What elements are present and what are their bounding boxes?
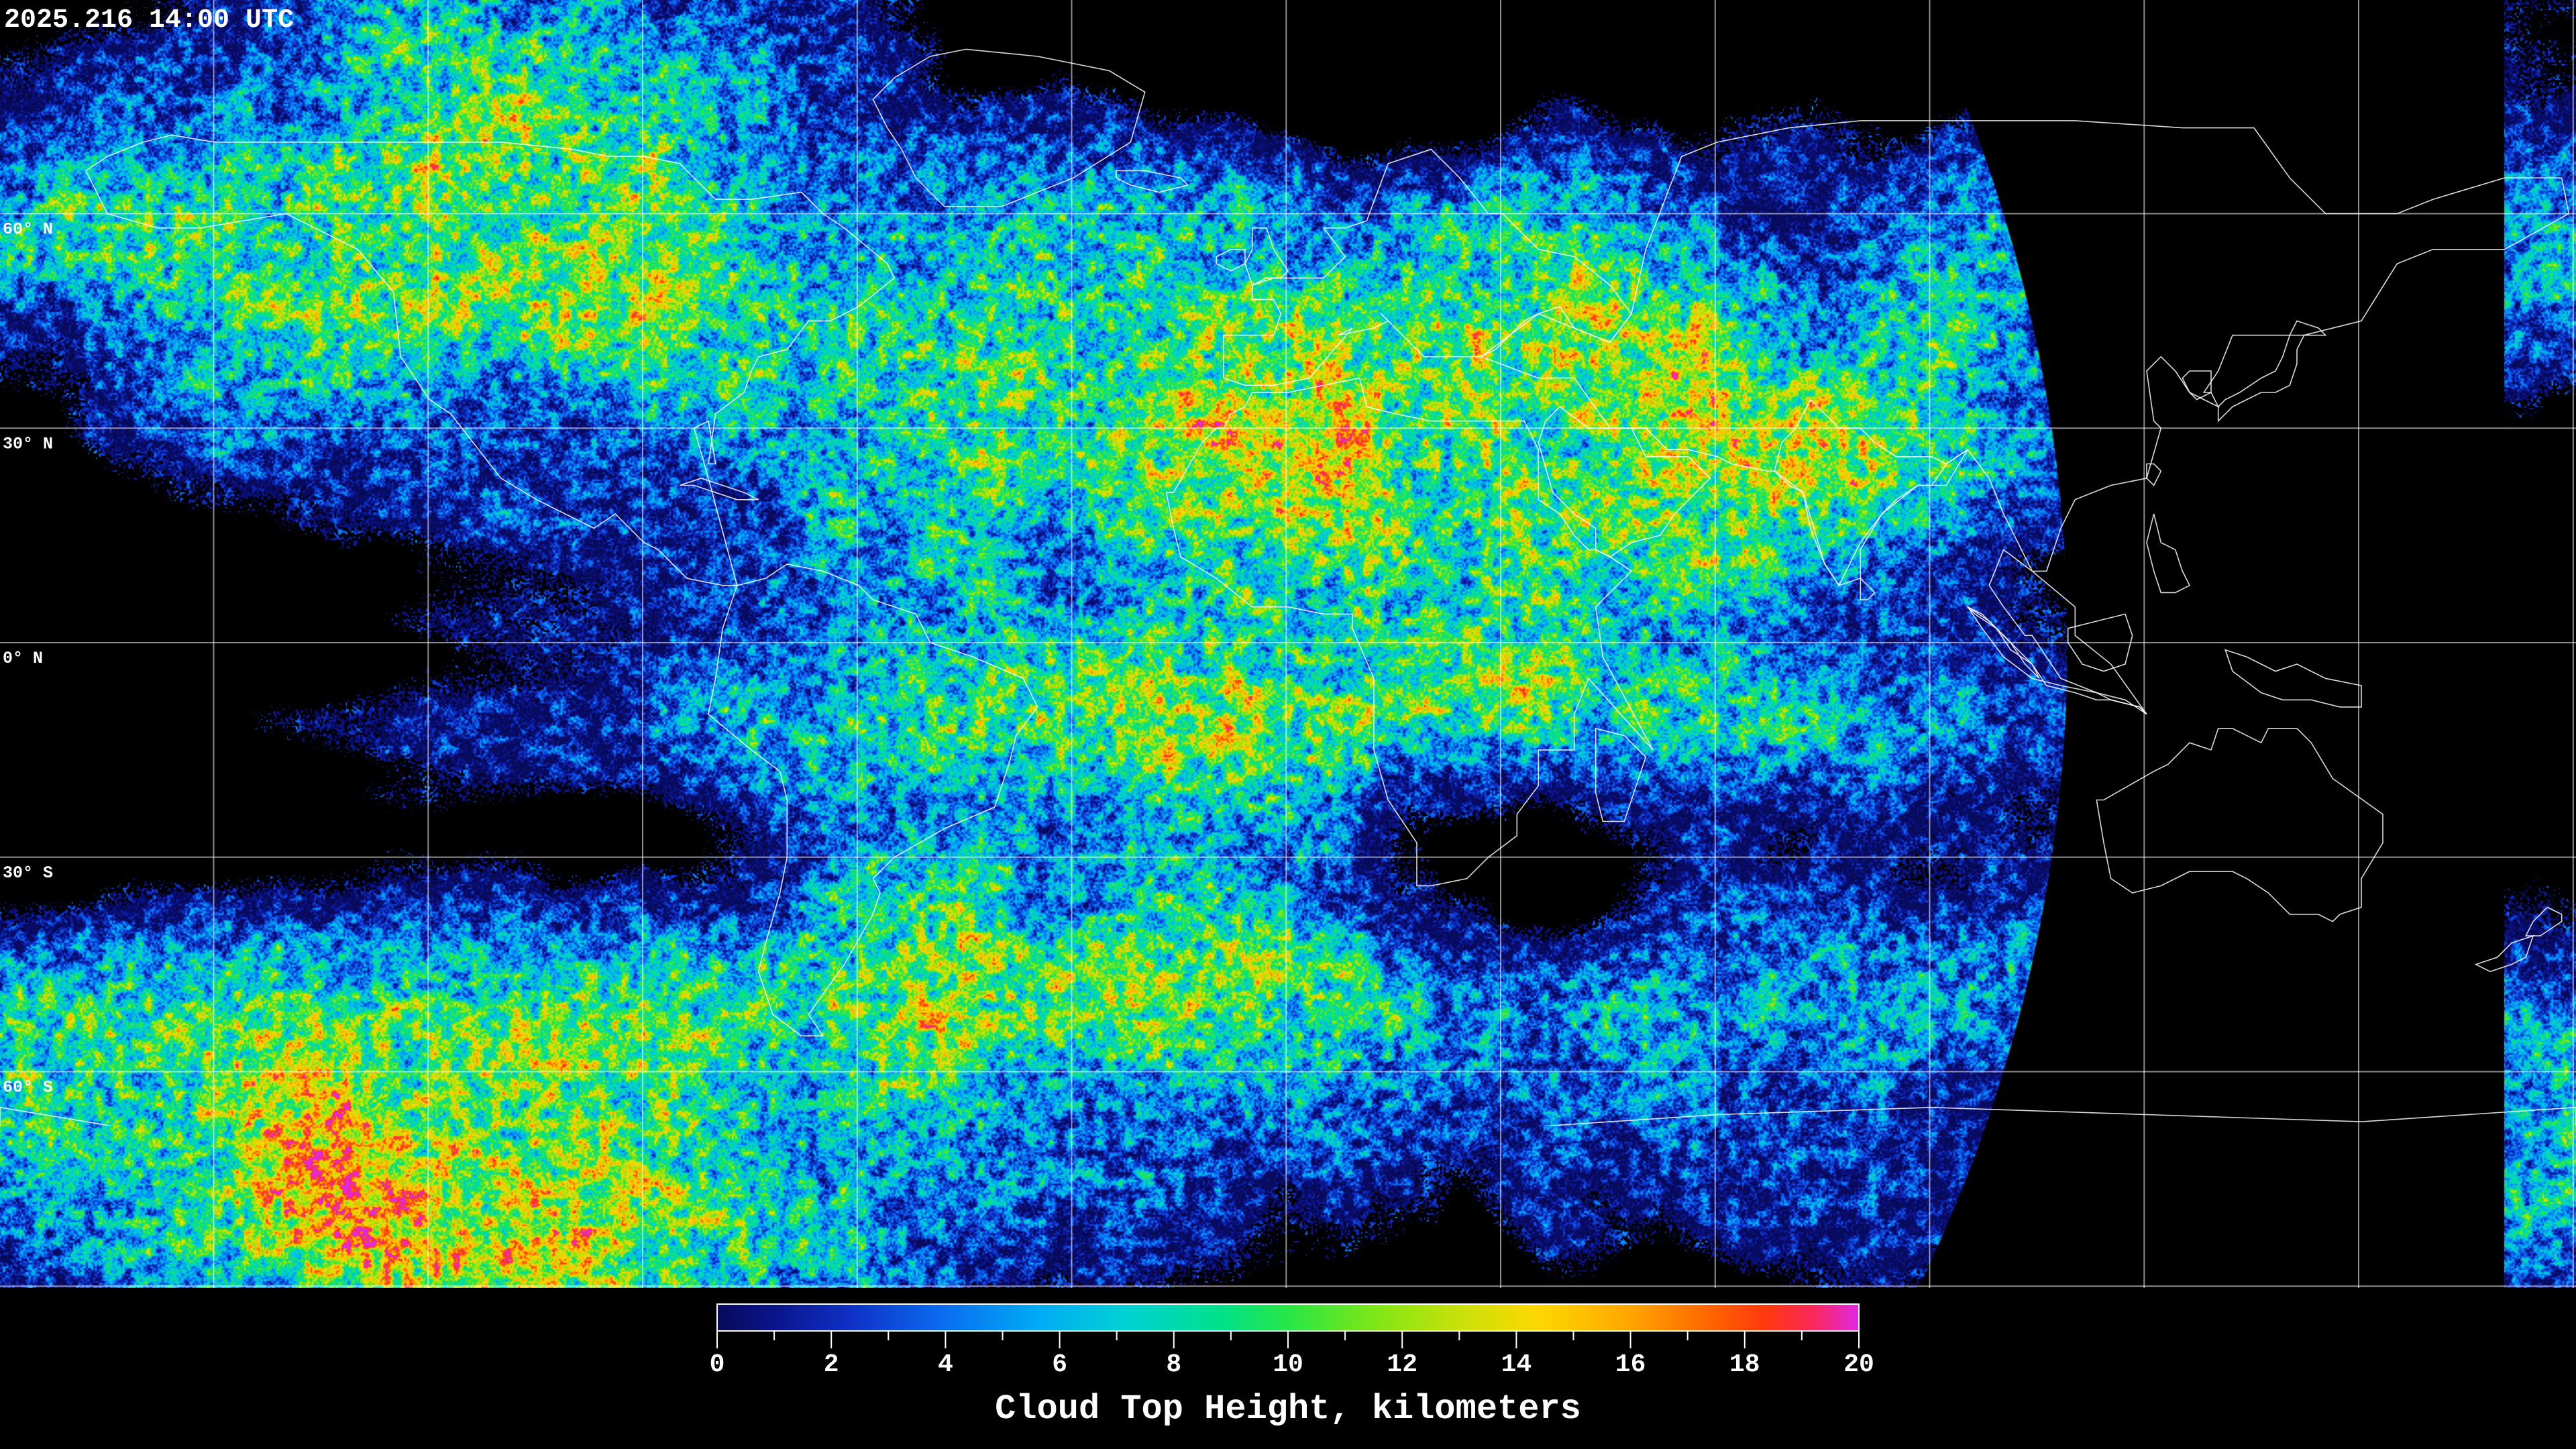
- svg-text:60° S: 60° S: [3, 1078, 53, 1097]
- svg-text:8: 8: [1166, 1350, 1181, 1379]
- svg-text:16: 16: [1615, 1350, 1646, 1379]
- svg-text:30° N: 30° N: [3, 434, 53, 453]
- svg-text:30° S: 30° S: [3, 863, 53, 883]
- svg-text:18: 18: [1729, 1350, 1760, 1379]
- svg-text:0° N: 0° N: [3, 649, 43, 668]
- svg-text:0: 0: [710, 1350, 725, 1379]
- svg-text:12: 12: [1387, 1350, 1417, 1379]
- svg-text:10: 10: [1273, 1350, 1303, 1379]
- svg-text:20: 20: [1843, 1350, 1874, 1379]
- svg-text:60° N: 60° N: [3, 220, 53, 239]
- svg-text:2: 2: [824, 1350, 839, 1379]
- svg-text:2025.216 14:00 UTC: 2025.216 14:00 UTC: [4, 5, 294, 36]
- svg-text:6: 6: [1052, 1350, 1067, 1379]
- svg-text:14: 14: [1501, 1350, 1532, 1379]
- svg-text:4: 4: [938, 1350, 953, 1379]
- svg-text:Cloud Top Height, kilometers: Cloud Top Height, kilometers: [995, 1389, 1581, 1429]
